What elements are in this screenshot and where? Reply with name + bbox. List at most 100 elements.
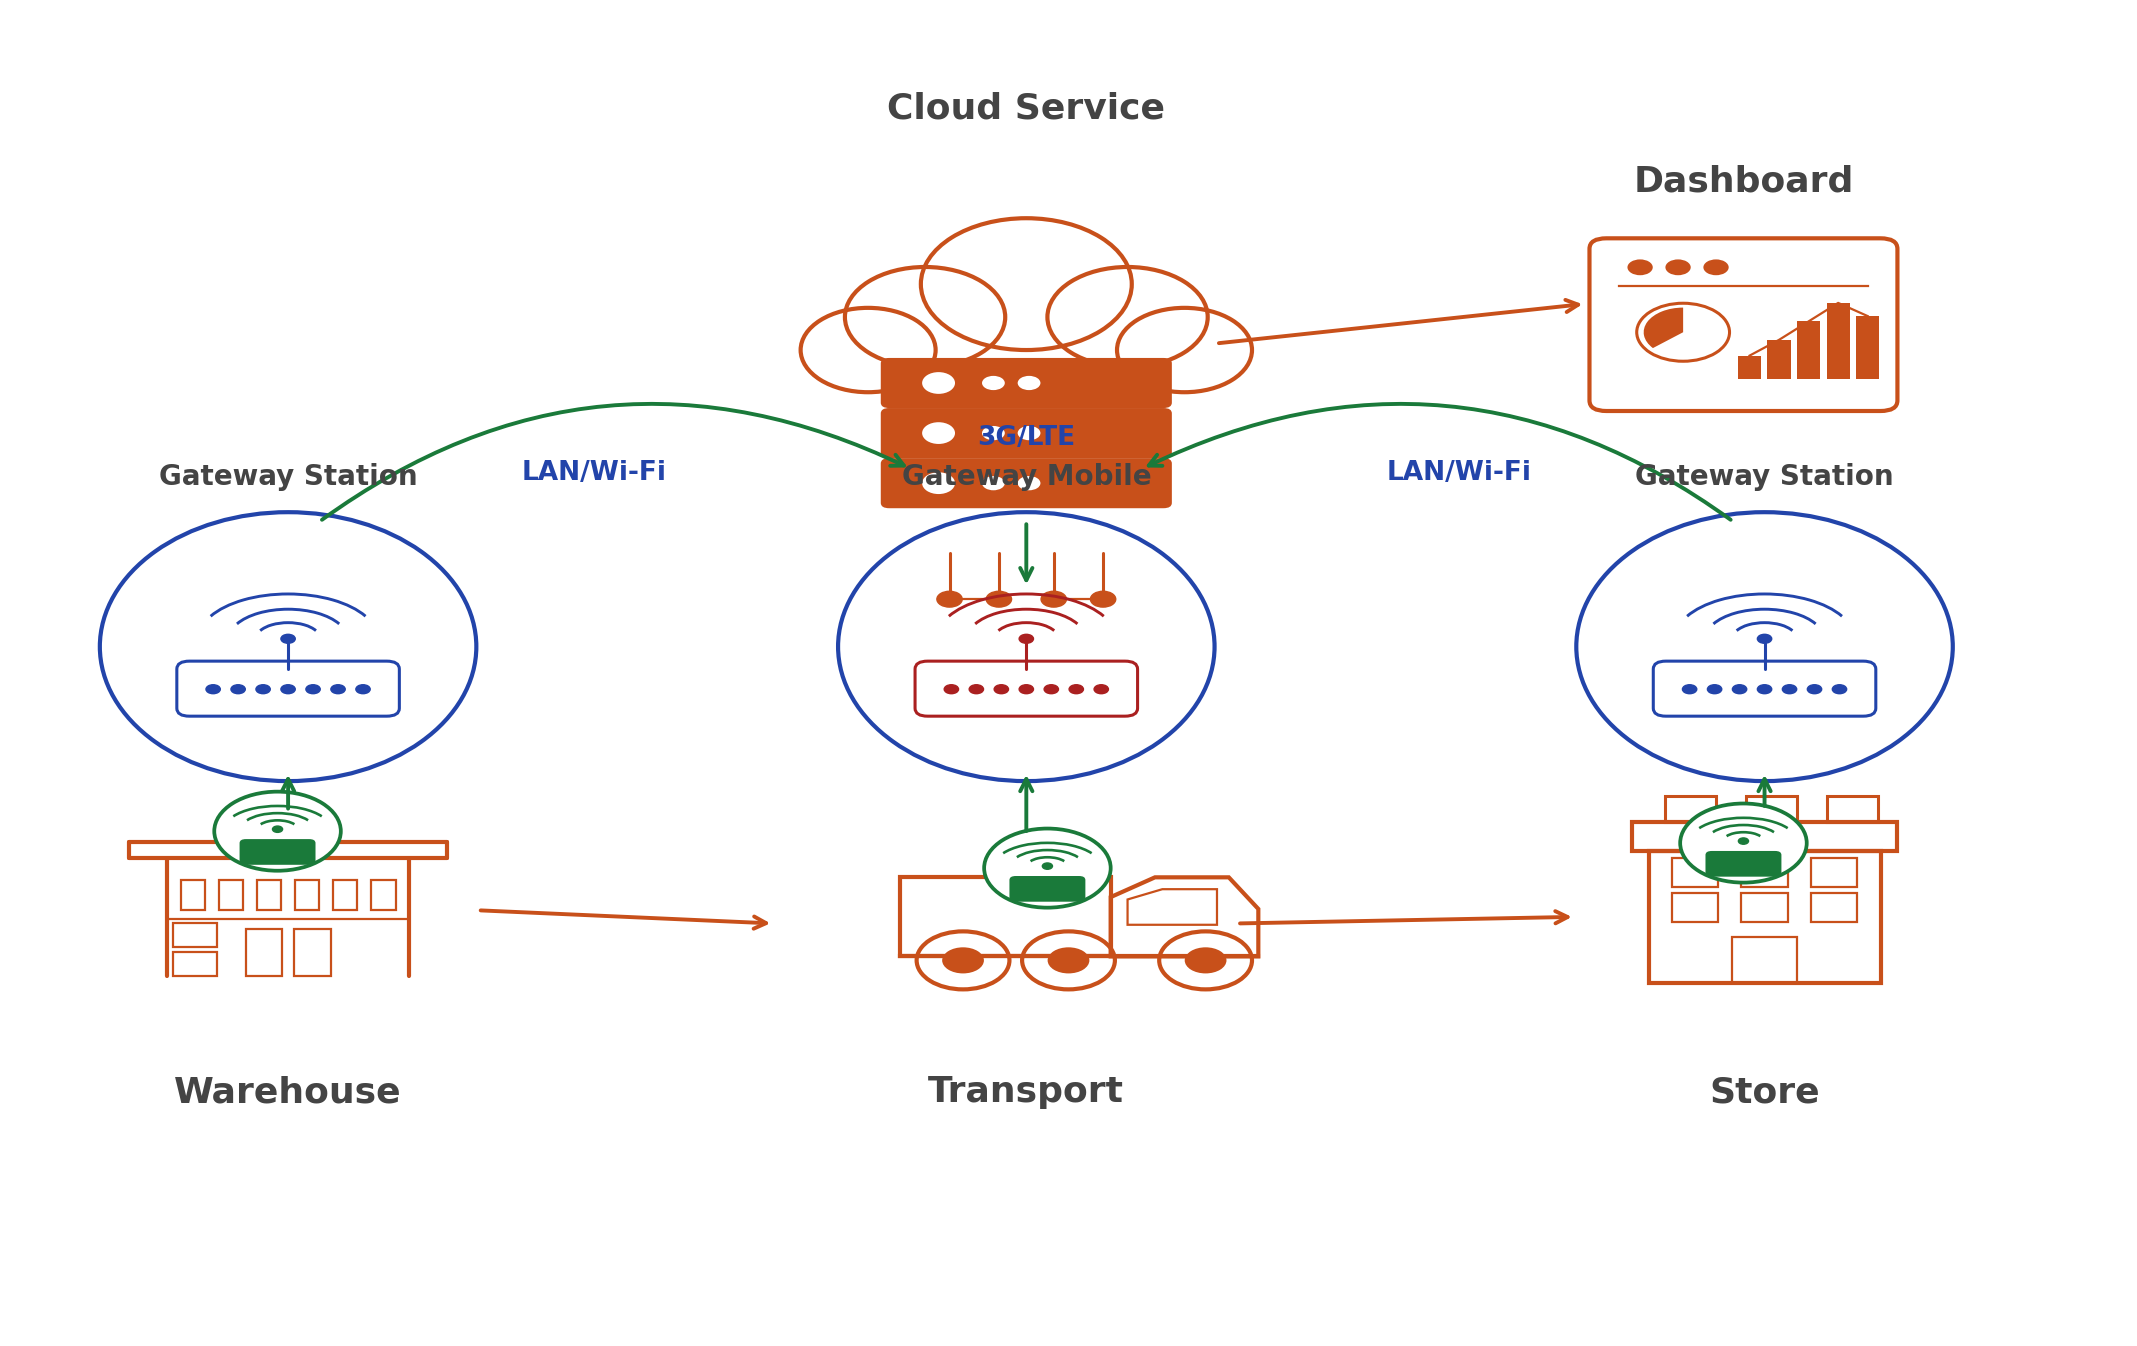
Circle shape — [1782, 685, 1797, 693]
Bar — [1827, 795, 1878, 822]
Circle shape — [1703, 260, 1729, 275]
Bar — [173, 953, 216, 976]
FancyBboxPatch shape — [1009, 876, 1086, 902]
Text: LAN/Wi-Fi: LAN/Wi-Fi — [521, 459, 667, 486]
FancyArrowPatch shape — [323, 404, 904, 520]
Circle shape — [1118, 308, 1252, 392]
Bar — [295, 929, 331, 976]
Text: LAN/Wi-Fi: LAN/Wi-Fi — [1387, 459, 1532, 486]
Circle shape — [1680, 804, 1806, 883]
Circle shape — [985, 829, 1111, 907]
Circle shape — [1068, 685, 1083, 693]
FancyArrowPatch shape — [1150, 404, 1731, 520]
Circle shape — [357, 685, 370, 693]
Circle shape — [280, 685, 295, 693]
Bar — [182, 880, 205, 910]
Circle shape — [945, 685, 960, 693]
Wedge shape — [1643, 308, 1684, 349]
Circle shape — [331, 685, 346, 693]
FancyBboxPatch shape — [880, 458, 1171, 509]
Bar — [256, 880, 282, 910]
Circle shape — [983, 476, 1004, 490]
Circle shape — [1047, 267, 1207, 367]
Ellipse shape — [923, 472, 955, 494]
Circle shape — [983, 425, 1004, 440]
Bar — [1746, 795, 1797, 822]
Circle shape — [942, 948, 983, 973]
Circle shape — [1017, 376, 1041, 390]
Circle shape — [1757, 634, 1772, 643]
Circle shape — [1019, 685, 1034, 693]
Circle shape — [1094, 685, 1109, 693]
Circle shape — [1184, 948, 1227, 973]
Circle shape — [1019, 634, 1034, 643]
Circle shape — [1090, 591, 1116, 607]
Circle shape — [214, 791, 340, 871]
Bar — [1827, 303, 1851, 380]
Circle shape — [231, 685, 246, 693]
Text: 3G/LTE: 3G/LTE — [977, 425, 1075, 451]
Text: Gateway Station: Gateway Station — [158, 463, 417, 491]
Bar — [1733, 937, 1797, 983]
FancyBboxPatch shape — [880, 358, 1171, 408]
Text: Dashboard: Dashboard — [1633, 164, 1853, 198]
Circle shape — [1017, 476, 1041, 490]
Circle shape — [1628, 260, 1652, 275]
Circle shape — [987, 591, 1011, 607]
Bar — [1737, 355, 1761, 380]
Bar — [173, 923, 216, 948]
FancyBboxPatch shape — [239, 839, 316, 864]
Circle shape — [1665, 260, 1690, 275]
Circle shape — [1808, 685, 1821, 693]
Text: Transport: Transport — [927, 1075, 1124, 1109]
Bar — [333, 880, 357, 910]
Bar — [1810, 894, 1857, 922]
Circle shape — [1047, 948, 1090, 973]
Bar — [295, 880, 318, 910]
Circle shape — [306, 685, 321, 693]
Circle shape — [921, 218, 1133, 350]
Ellipse shape — [923, 371, 955, 394]
Bar — [1767, 339, 1791, 380]
Circle shape — [844, 267, 1004, 367]
Circle shape — [1757, 685, 1772, 693]
Text: Gateway Mobile: Gateway Mobile — [902, 463, 1152, 491]
Bar — [1857, 316, 1878, 380]
Circle shape — [983, 376, 1004, 390]
Circle shape — [256, 685, 269, 693]
Bar — [900, 878, 1111, 957]
Circle shape — [1041, 591, 1066, 607]
Circle shape — [205, 685, 220, 693]
Bar — [1810, 857, 1857, 887]
Circle shape — [1707, 685, 1722, 693]
Circle shape — [1831, 685, 1846, 693]
Bar — [1671, 857, 1718, 887]
Text: Gateway Station: Gateway Station — [1635, 463, 1893, 491]
Ellipse shape — [923, 423, 955, 444]
Circle shape — [1733, 685, 1746, 693]
Bar — [218, 880, 244, 910]
Bar — [857, 330, 1195, 363]
FancyBboxPatch shape — [1705, 851, 1782, 876]
Bar — [1797, 322, 1821, 380]
Bar — [1665, 795, 1716, 822]
Bar — [1742, 857, 1789, 887]
Text: Warehouse: Warehouse — [175, 1075, 402, 1109]
Bar — [1648, 851, 1881, 983]
Circle shape — [1682, 685, 1697, 693]
Circle shape — [1017, 425, 1041, 440]
Bar — [1633, 822, 1898, 851]
Circle shape — [274, 826, 282, 832]
Circle shape — [280, 634, 295, 643]
Text: Cloud Service: Cloud Service — [887, 92, 1165, 127]
Text: Store: Store — [1710, 1075, 1821, 1109]
Bar — [1671, 894, 1718, 922]
Circle shape — [936, 591, 962, 607]
Circle shape — [970, 685, 983, 693]
Bar — [1742, 894, 1789, 922]
Circle shape — [994, 685, 1009, 693]
Bar — [372, 880, 395, 910]
FancyBboxPatch shape — [880, 408, 1171, 458]
Circle shape — [1737, 839, 1748, 844]
Circle shape — [1043, 863, 1051, 870]
